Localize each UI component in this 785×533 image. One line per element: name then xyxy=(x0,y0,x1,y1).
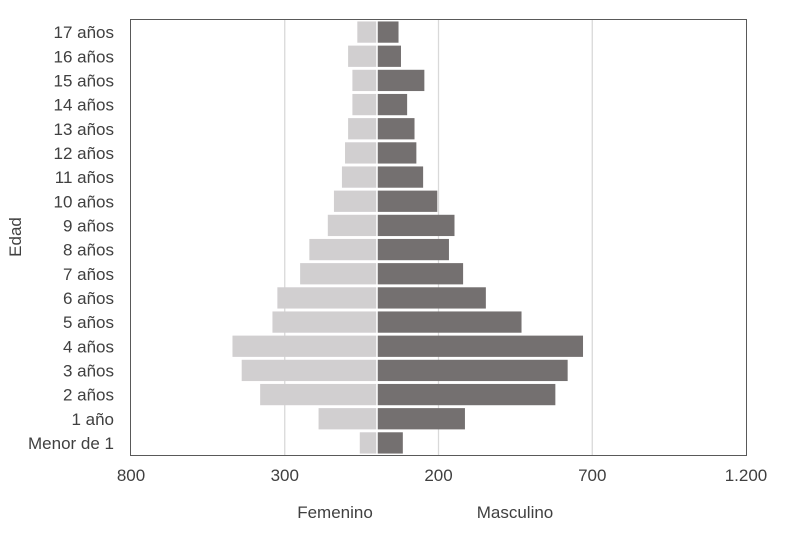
bar-masculino xyxy=(377,93,408,116)
bar-masculino xyxy=(377,190,438,212)
x-tick-labels: 800 300 200 700 1.200 xyxy=(117,466,767,485)
legend-masculino: Masculino xyxy=(477,503,554,522)
bar-masculino xyxy=(377,166,424,188)
bar-masculino xyxy=(377,69,425,92)
bar-femenino xyxy=(341,166,377,188)
bar-masculino xyxy=(377,118,415,140)
bar-masculino xyxy=(377,359,568,382)
legend-femenino: Femenino xyxy=(297,503,373,522)
bar-masculino xyxy=(377,263,464,285)
bar-masculino xyxy=(377,335,584,357)
bar-femenino xyxy=(345,142,377,164)
bar-femenino xyxy=(357,21,377,43)
category-label: 1 año xyxy=(71,410,114,429)
category-label: 11 años xyxy=(55,168,114,187)
category-label: 17 años xyxy=(54,23,115,42)
category-label: 15 años xyxy=(54,71,115,90)
y-axis-title: Edad xyxy=(6,217,25,257)
bar-masculino xyxy=(377,21,399,43)
bar-masculino xyxy=(377,214,455,237)
gridlines xyxy=(284,20,593,455)
category-labels: Menor de 1 1 año 2 años 3 años 4 años 5 años 6… xyxy=(28,23,114,453)
bar-masculino xyxy=(377,287,486,309)
bar-masculino xyxy=(377,408,465,430)
category-label: 10 años xyxy=(54,192,115,211)
bar-femenino xyxy=(309,238,377,261)
bar-masculino xyxy=(377,45,401,67)
bar-femenino xyxy=(359,432,377,454)
category-label: 7 años xyxy=(63,265,114,284)
category-label: 8 años xyxy=(63,241,114,260)
bar-femenino xyxy=(327,214,377,237)
category-label: 16 años xyxy=(54,47,115,66)
category-label: 14 años xyxy=(54,96,115,115)
bar-femenino xyxy=(333,190,377,212)
category-label: 2 años xyxy=(63,386,114,405)
bar-femenino xyxy=(318,408,377,430)
category-label: 6 años xyxy=(63,289,114,308)
x-tick-label: 700 xyxy=(578,466,606,485)
bar-masculino xyxy=(377,311,522,333)
category-label: 4 años xyxy=(63,337,114,356)
bar-femenino xyxy=(277,287,377,309)
bar-femenino xyxy=(348,118,377,140)
bar-femenino xyxy=(232,335,377,357)
bar-femenino xyxy=(272,311,377,333)
bar-masculino xyxy=(377,432,403,454)
category-label: 13 años xyxy=(54,120,115,139)
bar-femenino xyxy=(260,383,377,406)
bar-masculino xyxy=(377,238,449,261)
bars xyxy=(232,21,584,454)
category-label: 9 años xyxy=(63,216,114,235)
category-label: 3 años xyxy=(63,361,114,380)
category-label: 12 años xyxy=(54,144,115,163)
x-tick-label: 800 xyxy=(117,466,145,485)
category-label: Menor de 1 xyxy=(28,434,114,453)
bar-femenino xyxy=(241,359,377,382)
bar-femenino xyxy=(352,69,377,92)
plot-frame xyxy=(130,19,747,456)
category-label: 5 años xyxy=(63,313,114,332)
bar-femenino xyxy=(300,263,377,285)
x-tick-label: 1.200 xyxy=(725,466,768,485)
bar-masculino xyxy=(377,142,417,164)
x-tick-label: 200 xyxy=(424,466,452,485)
bar-femenino xyxy=(352,93,377,116)
bar-femenino xyxy=(348,45,377,67)
x-tick-label: 300 xyxy=(271,466,299,485)
bar-masculino xyxy=(377,383,556,406)
